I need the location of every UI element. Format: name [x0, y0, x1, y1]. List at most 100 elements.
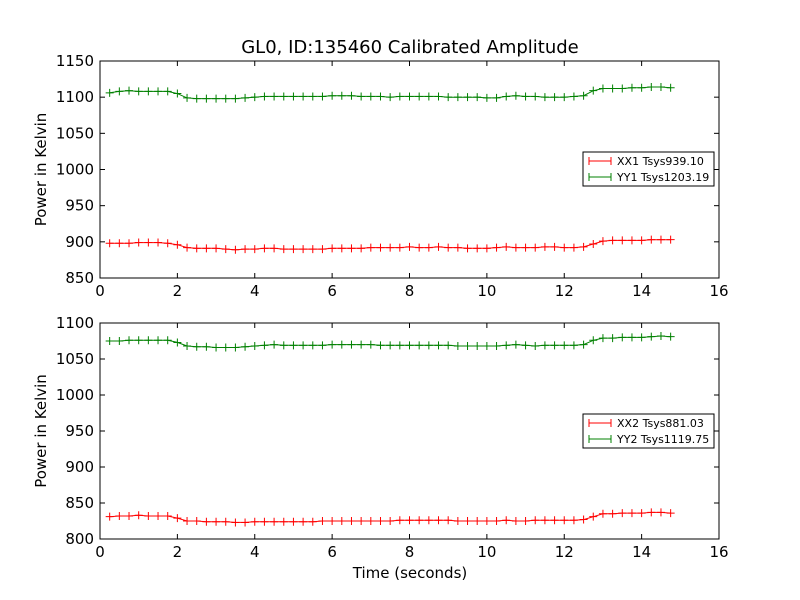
bottom-panel-series-2-point [569, 341, 578, 350]
top-panel-series-1-point [540, 242, 549, 251]
top-panel-series-1-point [647, 235, 656, 244]
top-panel-legend-marker [588, 157, 612, 165]
top-panel-series-1-point [618, 236, 627, 245]
top-panel-series-1-point [415, 243, 424, 252]
bottom-panel-series-1-point [405, 516, 414, 525]
bottom-panel-series-1-point [540, 516, 549, 525]
top-panel: Power in Kelvin 0 2 4 6 8 10 12 14 16 850 900 950 10… [32, 52, 729, 300]
bottom-panel-series-1-point [183, 517, 192, 525]
top-panel-series-2-point [637, 83, 646, 92]
bottom-panel-x-tick-label: 8 [405, 543, 415, 561]
top-panel-series-2-point [260, 92, 269, 101]
bottom-panel-series-1-point [482, 517, 491, 525]
top-panel-series-2-point [550, 93, 559, 102]
top-panel-series-1-point [395, 243, 404, 252]
top-panel-series-1-point [482, 244, 491, 253]
top-panel-series-1-point [357, 244, 366, 253]
top-panel-series-2 [106, 83, 675, 103]
top-panel-series-2-point [308, 92, 317, 101]
bottom-panel-series-2-point [250, 342, 259, 351]
top-panel-series-2-point [444, 93, 453, 102]
bottom-panel-series-2-point [221, 343, 230, 352]
bottom-panel-series-2-point [163, 336, 172, 345]
top-panel-series-1-point [154, 238, 163, 247]
bottom-panel-series-2-point [560, 341, 569, 350]
bottom-panel-x-tick-label: 2 [173, 543, 183, 561]
bottom-panel-series-1-point [299, 517, 308, 526]
bottom-panel-series-2-point [231, 343, 240, 352]
bottom-panel-series-1-point [598, 509, 607, 518]
top-panel-series-2-point [241, 93, 250, 102]
bottom-panel-series-1-point [415, 516, 424, 525]
top-panel-series-1-point [637, 236, 646, 245]
bottom-panel-series-1-point [212, 517, 221, 526]
top-panel-series-2-point [202, 94, 211, 103]
top-panel-series-1-point [444, 243, 453, 252]
bottom-panel-x-tick-label: 16 [709, 543, 728, 561]
top-panel-series-2-point [521, 92, 530, 101]
bottom-panel-series-2-point [376, 341, 385, 350]
bottom-panel-series-2-point [618, 333, 627, 342]
top-panel-series-1-point [212, 244, 221, 253]
bottom-panel-series-2-point [598, 334, 607, 343]
top-panel-legend-box [582, 151, 715, 187]
top-panel-series-1-point [125, 239, 134, 248]
top-panel-series-1-point [202, 244, 211, 253]
bottom-panel-series-1-point [250, 517, 259, 526]
bottom-panel-series-1-point [560, 516, 569, 525]
bottom-panel-series-1-point [279, 517, 288, 526]
bottom-panel-series-2-point [192, 342, 201, 351]
top-panel-series-2-point [415, 92, 424, 101]
top-panel-series-1-point [386, 243, 395, 252]
chart-title: GL0, ID:135460 Calibrated Amplitude [241, 37, 579, 58]
top-panel-series-1-point [183, 243, 192, 252]
bottom-panel-series-1-point [337, 517, 346, 525]
bottom-panel-series-2-point [212, 343, 221, 352]
top-panel-series-1-point [105, 239, 114, 248]
bottom-panel-series-1-point [357, 517, 366, 525]
bottom-panel-series-2-point [318, 341, 327, 350]
top-panel-series-2-point [105, 88, 114, 97]
top-panel-x-tick-label: 2 [173, 282, 183, 300]
top-panel-series-2-point [463, 93, 472, 102]
top-panel-series-2-point [299, 92, 308, 101]
bottom-panel-series-2-point [105, 337, 114, 345]
top-panel-series-2-point [424, 92, 433, 101]
top-panel-series-1-point [366, 243, 375, 252]
top-panel-series-2-point [589, 86, 598, 95]
bottom-panel-series-1-point [328, 517, 337, 525]
top-panel-series-2-point [231, 94, 240, 103]
top-panel-series-1-point [299, 245, 308, 254]
top-panel-x-tick-label: 14 [632, 282, 651, 300]
bottom-panel-series-1-point [444, 516, 453, 525]
top-panel-series-2-point [289, 92, 298, 101]
top-panel-series-1-point [308, 245, 317, 254]
bottom-panel-series-2-point [463, 342, 472, 351]
bottom-panel-series-2-point [589, 336, 598, 345]
top-panel-x-tick-label: 10 [477, 282, 496, 300]
top-panel-series-1-point [289, 245, 298, 254]
bottom-panel-series-2-point [434, 341, 443, 350]
top-panel-series-1-point [492, 243, 501, 252]
top-panel-y-tick-label: 1050 [56, 124, 94, 142]
top-panel-x-tick-label: 4 [250, 282, 260, 300]
top-panel-series-2-point [434, 92, 443, 101]
bottom-panel-series-1-point [154, 511, 163, 520]
bottom-panel-y-axis-label: Power in Kelvin [32, 374, 50, 488]
top-panel-series-1-point [241, 245, 250, 254]
top-panel-series-1-point [231, 245, 240, 254]
top-panel-series-1-point [134, 238, 143, 247]
bottom-panel-series-1-point [134, 511, 143, 520]
top-panel-legend-marker [588, 173, 612, 181]
top-panel-series-2-point [531, 92, 540, 101]
top-panel-series-1-point [192, 244, 201, 253]
top-panel-y-tick-label: 900 [65, 233, 94, 251]
bottom-panel-series-2-point [308, 341, 317, 350]
bottom-panel-series-1-point [511, 517, 520, 525]
bottom-panel-series-2-point [289, 341, 298, 350]
top-panel-series-2-point [560, 93, 569, 102]
top-panel-series-1-point [424, 243, 433, 252]
bottom-panel-series-1-point [386, 517, 395, 525]
bottom-panel-series-2-point [666, 332, 675, 341]
